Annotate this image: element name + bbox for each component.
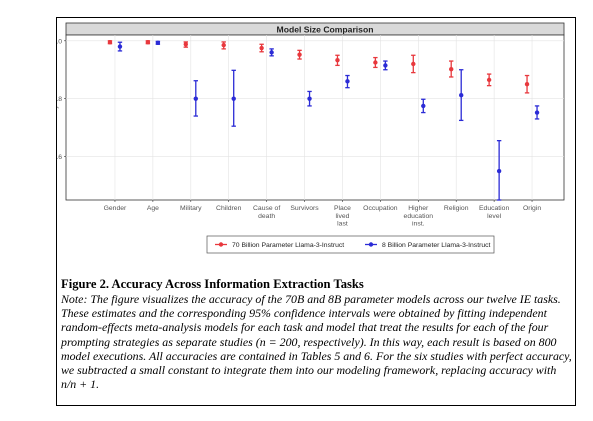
data-point [221, 42, 226, 48]
x-tick-label: Religion [444, 205, 469, 212]
x-tick-label: Education level [479, 205, 509, 220]
x-tick-label: Higher education inst. [404, 205, 434, 228]
data-point [269, 50, 274, 55]
data-point [524, 82, 530, 87]
data-point [183, 42, 188, 47]
data-point [117, 44, 123, 49]
x-tick-label: Origin [523, 205, 541, 212]
figure-caption: Figure 2. Accuracy Across Information Ex… [61, 277, 573, 391]
legend-swatch-point [218, 242, 224, 247]
x-tick-label: Military [180, 205, 202, 212]
plot-area [65, 34, 565, 201]
y-tick-label: 0.8 [57, 96, 62, 103]
x-tick-label: Place lived last [334, 205, 351, 228]
figure-title: Figure 2. Accuracy Across Information Ex… [61, 277, 364, 291]
data-point [335, 57, 340, 63]
data-point [231, 96, 236, 101]
x-tick-label: Cause of death [253, 205, 280, 220]
data-point [145, 40, 151, 45]
x-tick-label: Age [147, 205, 159, 212]
chart-title: Model Size Comparison [277, 24, 374, 34]
y-tick-label: 0.6 [57, 154, 62, 161]
data-point [155, 40, 161, 46]
x-tick-label: Children [216, 205, 242, 212]
data-point [307, 96, 312, 101]
data-point [345, 79, 350, 84]
y-axis-label: Accuracy [57, 105, 59, 134]
data-point [449, 66, 454, 72]
data-point [383, 63, 388, 68]
legend-label: 70 Billion Parameter Llama-3-Instruct [232, 242, 344, 249]
data-point [373, 60, 378, 65]
data-point [193, 96, 198, 101]
y-tick-label: 1.0 [57, 38, 62, 45]
data-point [486, 77, 492, 83]
data-point [459, 93, 464, 98]
data-point [534, 110, 540, 115]
legend-swatch-point [368, 242, 374, 247]
data-point [259, 45, 264, 51]
legend-label: 8 Billion Parameter Llama-3-Instruct [382, 242, 491, 249]
data-point [297, 52, 302, 57]
chart: Model Size Comparison 0.6 0.8 1.0 Accuracy Ge… [57, 22, 565, 254]
x-tick-label: Occupation [363, 205, 398, 212]
legend-box [206, 235, 495, 254]
figure-frame: Model Size Comparison 0.6 0.8 1.0 Accuracy Ge… [56, 17, 576, 406]
data-point [411, 61, 416, 67]
data-point [421, 103, 426, 109]
data-point [107, 40, 113, 45]
x-tick-label: Survivors [290, 205, 319, 212]
figure-note: Note: The figure visualizes the accuracy… [61, 292, 572, 392]
x-tick-label: Gender [104, 205, 127, 212]
data-point [496, 168, 502, 174]
